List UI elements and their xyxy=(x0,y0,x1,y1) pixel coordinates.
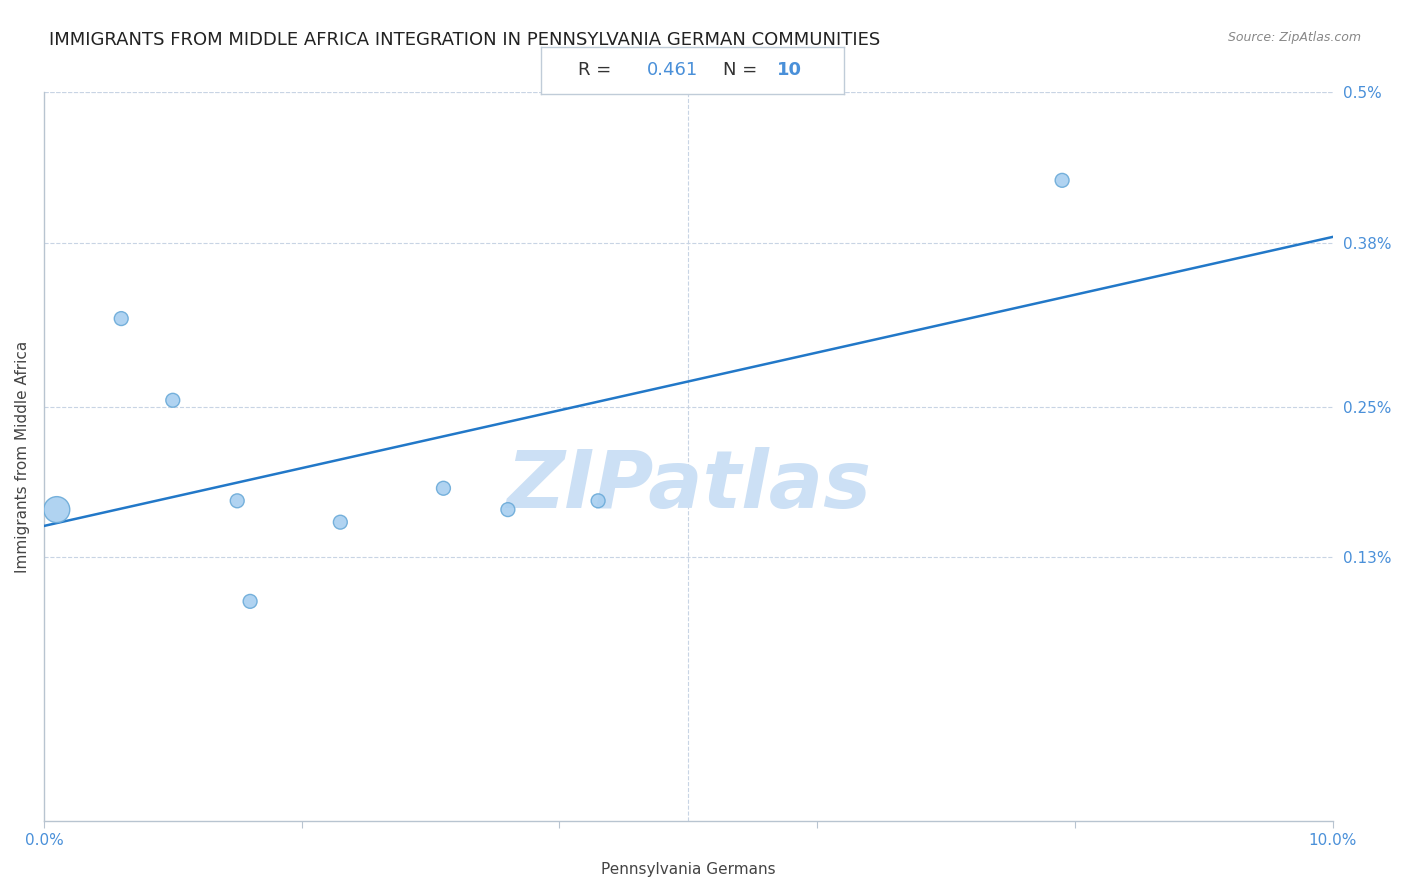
Point xyxy=(239,594,262,608)
Point xyxy=(329,515,352,529)
Point xyxy=(586,493,609,508)
Text: Source: ZipAtlas.com: Source: ZipAtlas.com xyxy=(1227,31,1361,45)
Y-axis label: Immigrants from Middle Africa: Immigrants from Middle Africa xyxy=(15,341,30,573)
Point xyxy=(496,502,519,516)
Point xyxy=(162,393,184,408)
Point xyxy=(1050,173,1073,187)
Point xyxy=(432,481,454,495)
Point xyxy=(110,311,132,326)
Text: N =: N = xyxy=(723,62,762,79)
Text: 10: 10 xyxy=(778,62,801,79)
Text: R =: R = xyxy=(578,62,617,79)
Text: IMMIGRANTS FROM MIDDLE AFRICA INTEGRATION IN PENNSYLVANIA GERMAN COMMUNITIES: IMMIGRANTS FROM MIDDLE AFRICA INTEGRATIO… xyxy=(49,31,880,49)
Point xyxy=(45,502,67,516)
Text: 0.461: 0.461 xyxy=(647,62,699,79)
Point xyxy=(226,493,249,508)
Text: ZIPatlas: ZIPatlas xyxy=(506,447,870,525)
X-axis label: Pennsylvania Germans: Pennsylvania Germans xyxy=(600,862,776,877)
